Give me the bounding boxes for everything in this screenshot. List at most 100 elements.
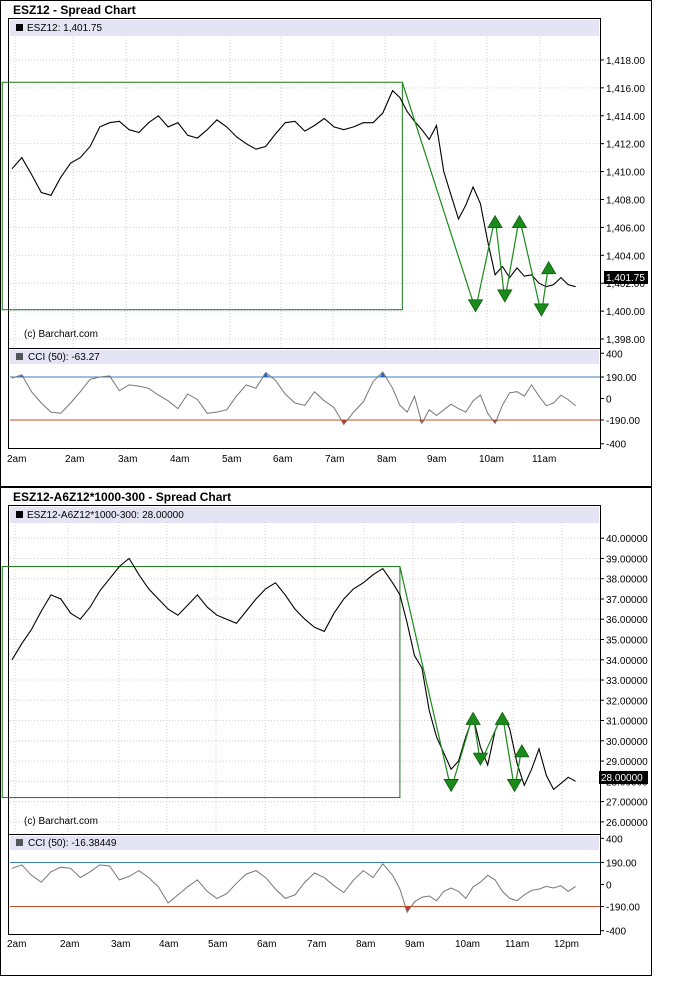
chart-2-pattern-box: [1, 566, 401, 799]
chart-2-ytick-label: 37.00000: [606, 595, 648, 606]
chart-2-cci-ytick-label: 190.00: [606, 859, 637, 870]
chart-1-xtick-label: 3am: [118, 454, 137, 465]
triangle-arrow-icon: [465, 711, 481, 725]
chart-1-cci-ytick-label: 0: [606, 395, 612, 406]
triangle-arrow-icon: [487, 214, 503, 229]
chart-1-ytick-label: 1,400.00: [606, 307, 645, 318]
chart-2-xtick-label: 7am: [307, 939, 326, 950]
chart-1-cci-legend: CCI (50): -63.27: [28, 352, 100, 363]
chart-1-pattern-box: [1, 81, 403, 311]
chart-1-cci-panel[interactable]: [8, 348, 601, 449]
chart-1-cci-line[interactable]: [11, 371, 576, 426]
chart-2-cci-legend-bar: [10, 836, 599, 850]
chart-2-legend-bar: [10, 507, 599, 523]
chart-2-cci-ytick-label: 0: [606, 881, 612, 892]
chart-2-xtick-label: 10am: [455, 939, 480, 950]
chart-1-xtick-label: 2am: [7, 454, 26, 465]
triangle-arrow-icon: [443, 779, 459, 793]
chart-1-ytick-label: 1,406.00: [606, 223, 645, 234]
chart-1-cci-ytick-label: 400: [606, 349, 623, 360]
chart-2-ytick-label: 26.00000: [606, 818, 648, 829]
chart-2-credit: (c) Barchart.com: [24, 816, 98, 827]
chart-1-credit: (c) Barchart.com: [24, 329, 98, 340]
chart-2-xtick-label: 5am: [208, 939, 227, 950]
chart-1-xtick-label: 6am: [273, 454, 292, 465]
chart-1-ytick-label: 1,416.00: [606, 84, 645, 95]
chart-2-xtick-label: 3am: [111, 939, 130, 950]
square-marker-icon: [16, 839, 23, 846]
chart-2-xtick-label: 6am: [257, 939, 276, 950]
chart-2-cci-ytick-label: -190.00: [606, 902, 640, 913]
chart-1-ytick-label: 1,402.00: [606, 279, 645, 290]
triangle-arrow-icon: [497, 289, 513, 303]
chart-2-ytick-label: 34.00000: [606, 656, 648, 667]
chart-1-last-value-badge: [604, 271, 648, 284]
chart-2-cci-ytick-label: -400: [606, 927, 626, 938]
square-marker-icon: [16, 353, 23, 360]
chart-1-cci-ytick-label: -400: [606, 440, 626, 451]
chart-1: ESZ12 - Spread Chart ESZ12: 1,401.75 1,3…: [0, 0, 652, 487]
chart-2-ytick-label: 32.00000: [606, 696, 648, 707]
chart-2-ytick-label: 40.00000: [606, 534, 648, 545]
chart-2-cci-legend: CCI (50): -16.38449: [28, 838, 117, 849]
chart-1-legend: ESZ12: 1,401.75: [27, 23, 102, 34]
triangle-arrow-icon: [494, 711, 511, 725]
chart-1-ytick-label: 1,398.00: [606, 335, 645, 346]
chart-2-cci-line[interactable]: [11, 862, 576, 914]
triangle-arrow-icon: [506, 779, 523, 793]
chart-1-cci-overbought-fill: [379, 371, 386, 378]
chart-2-ytick-label: 36.00000: [606, 615, 648, 626]
triangle-arrow-icon: [472, 752, 489, 766]
chart-1-title: ESZ12 - Spread Chart: [13, 3, 136, 17]
chart-2-ytick-label: 38.00000: [606, 575, 648, 586]
chart-2-xtick-label: 9am: [405, 939, 424, 950]
chart-1-xtick-label: 7am: [325, 454, 344, 465]
chart-2-xtick-label: 2am: [60, 939, 79, 950]
chart-2-last-value-badge: [599, 771, 648, 784]
chart-2-ytick-label: 29.00000: [606, 757, 648, 768]
chart-2-ytick-label: 35.00000: [606, 636, 648, 647]
chart-2-title: ESZ12-A6Z12*1000-300 - Spread Chart: [13, 490, 231, 504]
square-marker-icon: [16, 511, 23, 518]
chart-1-cci-ytick-label: -190.00: [606, 416, 640, 427]
chart-2-xtick-label: 2am: [7, 939, 26, 950]
chart-2-ytick-label: 39.00000: [606, 554, 648, 565]
chart-2-legend: ESZ12-A6Z12*1000-300: 28.00000: [27, 510, 184, 521]
chart-2-cci-panel[interactable]: [8, 834, 601, 935]
chart-2-xtick-label: 4am: [159, 939, 178, 950]
chart-1-cci-legend-bar: [10, 350, 599, 364]
chart-2-price-panel[interactable]: [8, 505, 601, 835]
chart-2-xtick-label: 11am: [505, 939, 529, 950]
chart-1-xtick-label: 10am: [479, 454, 504, 465]
triangle-arrow-icon: [511, 214, 528, 229]
chart-1-ytick-label: 1,412.00: [606, 140, 645, 151]
chart-2-xtick-label: 8am: [356, 939, 375, 950]
chart-1-cci-overbought-fill: [262, 372, 269, 378]
chart-2-ytick-label: 30.00000: [606, 737, 648, 748]
chart-1-xtick-label: 2am: [65, 454, 84, 465]
chart-1-xtick-label: 4am: [170, 454, 189, 465]
chart-2-ytick-label: 27.00000: [606, 798, 648, 809]
triangle-arrow-icon: [467, 299, 484, 313]
chart-1-xtick-label: 9am: [427, 454, 446, 465]
chart-1-ytick-label: 1,418.00: [606, 56, 645, 67]
triangle-arrow-icon: [533, 303, 550, 317]
chart-1-legend-bar: [10, 20, 599, 36]
chart-2: ESZ12-A6Z12*1000-300 - Spread Chart ESZ1…: [0, 487, 652, 976]
chart-1-xtick-label: 11am: [532, 454, 556, 465]
chart-1-cci-ytick-label: 190.00: [606, 373, 637, 384]
chart-2-ytick-label: 31.00000: [606, 717, 648, 728]
chart-2-cci-ytick-label: 400: [606, 834, 623, 845]
chart-1-price-panel[interactable]: [8, 18, 601, 349]
triangle-arrow-icon: [541, 260, 557, 275]
chart-1-ytick-label: 1,410.00: [606, 168, 645, 179]
chart-2-xtick-label: 12pm: [554, 939, 579, 950]
chart-1-xtick-label: 8am: [377, 454, 396, 465]
chart-1-ytick-label: 1,404.00: [606, 251, 645, 262]
chart-2-ytick-label: 33.00000: [606, 676, 648, 687]
chart-1-price-line[interactable]: [11, 89, 576, 288]
chart-1-last-value: 1,401.75: [606, 273, 645, 284]
chart-1-ytick-label: 1,408.00: [606, 195, 645, 206]
chart-2-last-value: 28.00000: [601, 773, 643, 784]
